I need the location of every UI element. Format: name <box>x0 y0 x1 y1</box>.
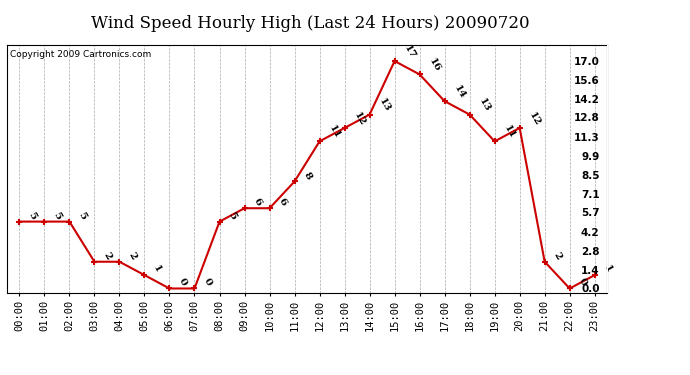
Text: 6: 6 <box>251 196 263 207</box>
Text: 12: 12 <box>351 110 366 127</box>
Text: 2: 2 <box>101 250 112 261</box>
Text: 2: 2 <box>551 250 563 261</box>
Text: Copyright 2009 Cartronics.com: Copyright 2009 Cartronics.com <box>10 50 151 59</box>
Text: 6: 6 <box>277 196 288 207</box>
Text: 17: 17 <box>402 43 417 60</box>
Text: 5: 5 <box>77 210 88 221</box>
Text: 1: 1 <box>151 264 163 274</box>
Text: 0: 0 <box>577 277 588 288</box>
Text: 0: 0 <box>201 277 213 288</box>
Text: 5: 5 <box>226 210 238 221</box>
Text: 16: 16 <box>426 57 442 74</box>
Text: 11: 11 <box>326 123 342 141</box>
Text: 13: 13 <box>477 97 491 114</box>
Text: 5: 5 <box>26 210 38 221</box>
Text: 14: 14 <box>451 84 466 100</box>
Text: 8: 8 <box>302 170 313 181</box>
Text: Wind Speed Hourly High (Last 24 Hours) 20090720: Wind Speed Hourly High (Last 24 Hours) 2… <box>91 15 530 32</box>
Text: 5: 5 <box>51 210 63 221</box>
Text: 13: 13 <box>377 97 391 114</box>
Text: 2: 2 <box>126 250 138 261</box>
Text: 1: 1 <box>602 264 613 274</box>
Text: 11: 11 <box>502 123 517 141</box>
Text: 12: 12 <box>526 110 542 127</box>
Text: 0: 0 <box>177 277 188 288</box>
